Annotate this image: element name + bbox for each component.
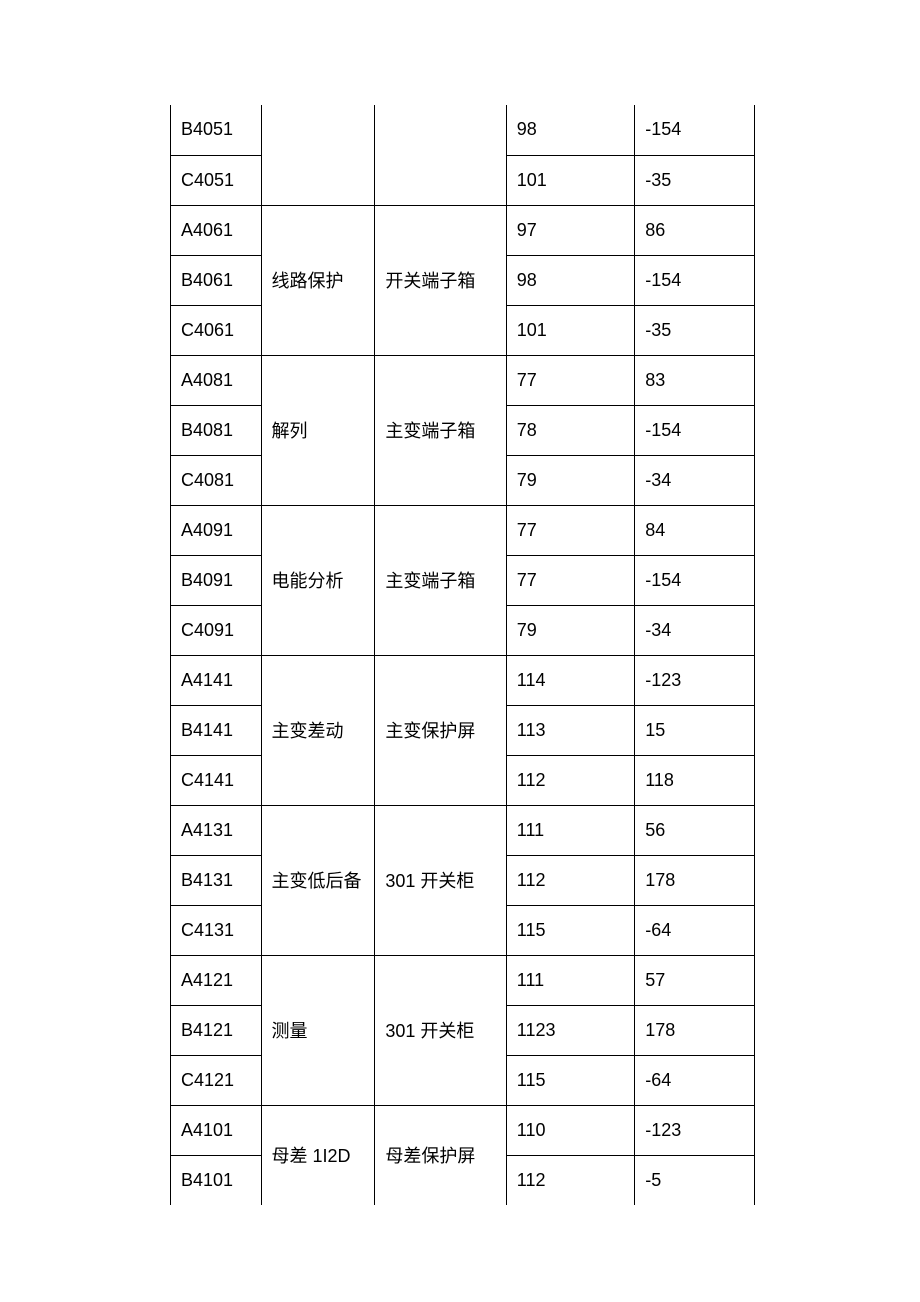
- cell-code: B4091: [171, 555, 262, 605]
- cell-code: B4081: [171, 405, 262, 455]
- cell-value-b: -123: [635, 1105, 755, 1155]
- cell-value-b: 57: [635, 955, 755, 1005]
- cell-code: C4081: [171, 455, 262, 505]
- cell-code: B4101: [171, 1155, 262, 1205]
- cell-value-b: -154: [635, 555, 755, 605]
- cell-type: 线路保护: [261, 205, 375, 355]
- cell-location: 301 开关柜: [375, 955, 506, 1105]
- cell-code: A4141: [171, 655, 262, 705]
- cell-value-b: -154: [635, 405, 755, 455]
- cell-value-a: 113: [506, 705, 634, 755]
- cell-value-a: 115: [506, 1055, 634, 1105]
- cell-code: B4061: [171, 255, 262, 305]
- cell-value-a: 98: [506, 255, 634, 305]
- cell-code: B4131: [171, 855, 262, 905]
- cell-type: [261, 105, 375, 205]
- cell-value-b: -64: [635, 905, 755, 955]
- cell-value-b: 86: [635, 205, 755, 255]
- cell-code: A4131: [171, 805, 262, 855]
- cell-code: C4141: [171, 755, 262, 805]
- table-row: A4061线路保护开关端子箱9786: [171, 205, 755, 255]
- table-row: B4051 98-154: [171, 105, 755, 155]
- cell-location: 主变保护屏: [375, 655, 506, 805]
- cell-value-a: 112: [506, 855, 634, 905]
- table-row: A4081解列主变端子箱7783: [171, 355, 755, 405]
- cell-value-b: 178: [635, 855, 755, 905]
- cell-value-b: -34: [635, 605, 755, 655]
- cell-value-b: -5: [635, 1155, 755, 1205]
- cell-value-a: 79: [506, 455, 634, 505]
- cell-code: C4051: [171, 155, 262, 205]
- table-row: A4141主变差动主变保护屏114-123: [171, 655, 755, 705]
- cell-type: 测量: [261, 955, 375, 1105]
- cell-value-b: -123: [635, 655, 755, 705]
- cell-value-a: 98: [506, 105, 634, 155]
- cell-value-a: 111: [506, 805, 634, 855]
- cell-value-b: -35: [635, 305, 755, 355]
- table-row: A4121测量301 开关柜11157: [171, 955, 755, 1005]
- cell-value-a: 101: [506, 305, 634, 355]
- cell-value-a: 111: [506, 955, 634, 1005]
- cell-value-b: 56: [635, 805, 755, 855]
- cell-value-a: 112: [506, 1155, 634, 1205]
- cell-value-a: 77: [506, 355, 634, 405]
- cell-code: A4121: [171, 955, 262, 1005]
- cell-value-b: -154: [635, 255, 755, 305]
- cell-value-a: 97: [506, 205, 634, 255]
- cell-type: 电能分析: [261, 505, 375, 655]
- cell-code: A4101: [171, 1105, 262, 1155]
- cell-code: A4081: [171, 355, 262, 405]
- cell-value-a: 1123: [506, 1005, 634, 1055]
- cell-code: C4091: [171, 605, 262, 655]
- cell-type: 解列: [261, 355, 375, 505]
- cell-location: 开关端子箱: [375, 205, 506, 355]
- cell-value-a: 78: [506, 405, 634, 455]
- cell-location: [375, 105, 506, 205]
- cell-type: 母差 1I2D: [261, 1105, 375, 1205]
- table-row: A4091电能分析主变端子箱7784: [171, 505, 755, 555]
- cell-value-a: 110: [506, 1105, 634, 1155]
- cell-value-b: 84: [635, 505, 755, 555]
- cell-type: 主变差动: [261, 655, 375, 805]
- cell-value-a: 79: [506, 605, 634, 655]
- cell-value-b: 118: [635, 755, 755, 805]
- cell-code: B4051: [171, 105, 262, 155]
- cell-value-a: 115: [506, 905, 634, 955]
- cell-code: A4061: [171, 205, 262, 255]
- cell-value-a: 112: [506, 755, 634, 805]
- cell-value-b: -35: [635, 155, 755, 205]
- cell-location: 主变端子箱: [375, 505, 506, 655]
- table-body: B405198-154C4051101-35A4061线路保护开关端子箱9786…: [171, 105, 755, 1205]
- cell-location: 301 开关柜: [375, 805, 506, 955]
- cell-code: A4091: [171, 505, 262, 555]
- data-table: B405198-154C4051101-35A4061线路保护开关端子箱9786…: [170, 105, 755, 1205]
- cell-code: C4121: [171, 1055, 262, 1105]
- cell-location: 母差保护屏: [375, 1105, 506, 1205]
- cell-value-b: 178: [635, 1005, 755, 1055]
- cell-value-a: 101: [506, 155, 634, 205]
- cell-value-b: -34: [635, 455, 755, 505]
- cell-code: B4141: [171, 705, 262, 755]
- cell-value-b: 83: [635, 355, 755, 405]
- cell-value-b: -154: [635, 105, 755, 155]
- cell-code: B4121: [171, 1005, 262, 1055]
- cell-value-b: -64: [635, 1055, 755, 1105]
- table-row: A4101母差 1I2D母差保护屏110-123: [171, 1105, 755, 1155]
- table-row: A4131主变低后备301 开关柜11156: [171, 805, 755, 855]
- cell-value-a: 114: [506, 655, 634, 705]
- cell-value-a: 77: [506, 505, 634, 555]
- cell-code: C4131: [171, 905, 262, 955]
- cell-value-a: 77: [506, 555, 634, 605]
- cell-code: C4061: [171, 305, 262, 355]
- cell-value-b: 15: [635, 705, 755, 755]
- cell-type: 主变低后备: [261, 805, 375, 955]
- cell-location: 主变端子箱: [375, 355, 506, 505]
